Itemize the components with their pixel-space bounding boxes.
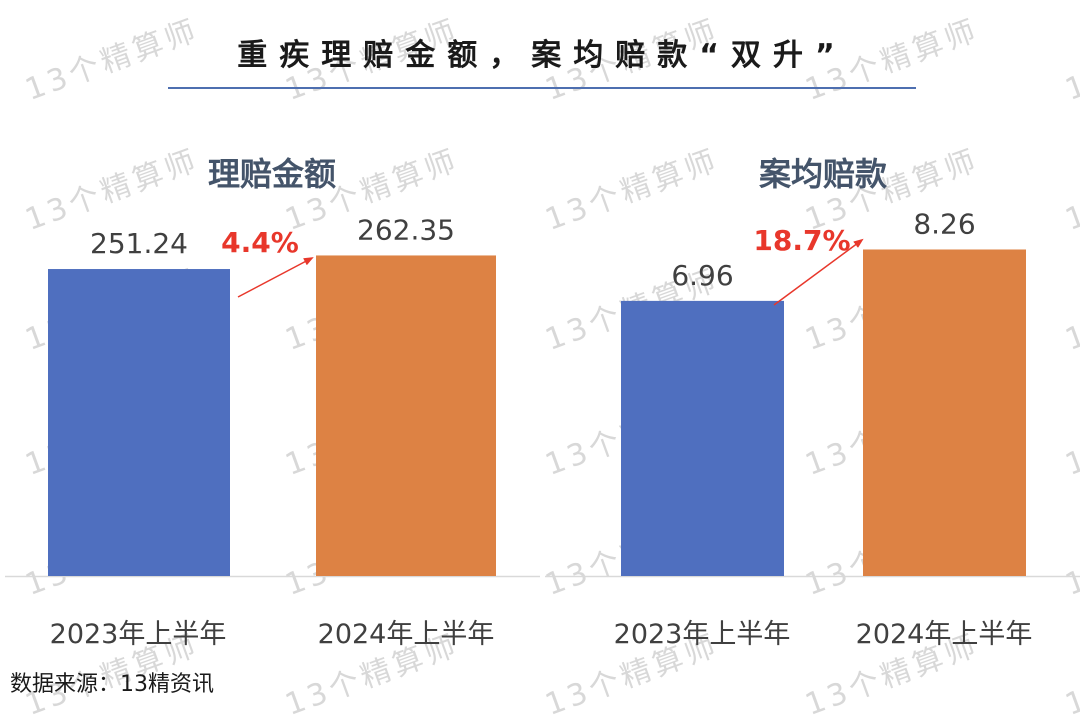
growth-arrow [237,257,314,298]
bar-2023 [621,300,784,576]
bar-2023 [48,269,230,576]
source-note: 数据来源：13精资讯 [10,672,214,697]
x-tick-label: 2024年上半年 [318,619,495,650]
bar-2024 [863,249,1026,576]
bar-2024 [316,255,496,576]
x-tick-label: 2023年上半年 [50,619,227,650]
bar-value-label: 6.96 [671,259,733,292]
x-tick-label: 2024年上半年 [856,619,1033,650]
bar-value-label: 262.35 [357,213,455,246]
growth-rate-label: 18.7% [753,224,850,257]
bar-value-label: 8.26 [913,207,975,240]
x-tick-label: 2023年上半年 [614,619,791,650]
chart-title: 案均赔款 [759,155,887,193]
growth-arrow [773,238,864,306]
growth-rate-label: 4.4% [221,226,299,259]
bar-value-label: 251.24 [90,227,188,260]
page-title: 重疾理赔金额，案均赔款“双升” [237,38,847,73]
title-underline [168,87,916,89]
chart-title: 理赔金额 [208,155,336,193]
